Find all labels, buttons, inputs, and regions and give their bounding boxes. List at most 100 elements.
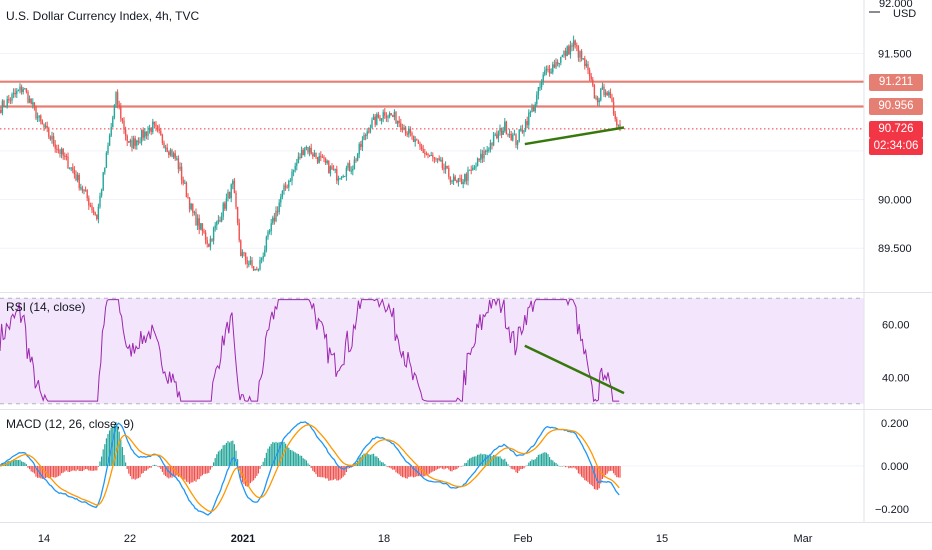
macd-histogram-bar	[531, 459, 533, 466]
macd-histogram-bar	[273, 442, 275, 466]
macd-histogram-bar	[198, 466, 200, 480]
candle-body	[462, 182, 464, 184]
macd-histogram-bar	[85, 466, 87, 469]
candle-body	[92, 210, 95, 213]
candle-body	[272, 217, 274, 224]
candle-body	[259, 259, 261, 270]
candle-body	[393, 112, 396, 118]
macd-histogram-bar	[201, 466, 203, 476]
macd-histogram-bar	[374, 456, 376, 466]
candle-body	[190, 203, 192, 210]
x-tick: Feb	[514, 533, 533, 545]
macd-histogram-bar	[400, 466, 402, 477]
candle-body	[560, 56, 562, 64]
macd-histogram-bar	[617, 466, 619, 478]
macd-histogram-bar	[86, 466, 88, 470]
candle-body	[489, 143, 492, 150]
macd-histogram-bar	[619, 466, 621, 478]
macd-histogram-bar	[32, 466, 34, 473]
candle-body	[84, 190, 87, 192]
candle-body	[14, 92, 16, 95]
macd-histogram-bar	[262, 461, 264, 466]
macd-histogram-bar	[182, 466, 184, 480]
candle-body	[59, 150, 61, 155]
candle-body	[377, 114, 380, 118]
macd-histogram-bar	[377, 458, 379, 466]
macd-histogram-bar	[75, 466, 77, 472]
candle-body	[19, 86, 21, 91]
macd-histogram-bar	[195, 466, 197, 482]
macd-histogram-bar	[224, 444, 226, 466]
candle-body	[472, 167, 474, 171]
macd-histogram-bar	[54, 466, 56, 478]
macd-histogram-bar	[505, 461, 507, 466]
macd-histogram-bar	[456, 466, 458, 470]
macd-histogram-bar	[432, 466, 434, 472]
candle-body	[158, 128, 160, 131]
candle-body	[112, 117, 114, 128]
candle-body	[145, 131, 148, 136]
candle-body	[612, 101, 615, 114]
macd-histogram-bar	[254, 466, 256, 479]
candle-body	[388, 113, 391, 117]
candle-body	[481, 153, 484, 159]
candle-body	[137, 140, 140, 143]
macd-histogram-bar	[473, 456, 475, 466]
macd-histogram-bar	[318, 466, 320, 477]
candle-body	[433, 157, 436, 159]
candle-body	[236, 206, 239, 223]
candle-body	[310, 147, 312, 155]
macd-histogram-bar	[526, 465, 528, 466]
macd-histogram-bar	[237, 459, 239, 466]
macd-histogram-bar	[393, 466, 395, 470]
candle-body	[332, 169, 335, 171]
candle-body	[446, 165, 448, 168]
candle-body	[56, 148, 58, 150]
candle-body	[432, 155, 434, 158]
macd-histogram-bar	[99, 461, 101, 466]
macd-histogram-bar	[443, 466, 445, 470]
candle-body	[502, 130, 504, 135]
macd-histogram-bar	[569, 466, 571, 468]
candle-body	[94, 212, 96, 215]
candle-body	[468, 169, 471, 171]
macd-histogram-bar	[171, 466, 173, 478]
candle-body	[419, 143, 421, 147]
x-tick: Mar	[794, 533, 813, 545]
candle-body	[512, 134, 514, 141]
candle-body	[361, 140, 364, 147]
candle-body	[504, 121, 506, 131]
candle-body	[587, 63, 589, 71]
macd-histogram-bar	[371, 454, 373, 466]
macd-histogram-bar	[177, 466, 179, 477]
candle-body	[57, 149, 60, 151]
candle-body	[33, 102, 36, 107]
macd-histogram-bar	[128, 466, 130, 474]
macd-histogram-bar	[51, 466, 53, 478]
candle-body	[108, 135, 111, 146]
macd-histogram-bar	[77, 466, 79, 470]
macd-histogram-bar	[253, 466, 255, 481]
candle-body	[417, 140, 420, 144]
candle-body	[152, 121, 154, 133]
candle-body	[451, 180, 453, 183]
macd-histogram-bar	[440, 466, 442, 468]
candle-body	[574, 40, 576, 45]
macd-histogram-bar	[301, 455, 303, 466]
macd-histogram-bar	[1, 463, 3, 466]
macd-histogram-bar	[13, 459, 15, 466]
candle-body	[163, 142, 165, 149]
macd-histogram-bar	[17, 460, 19, 466]
macd-histogram-bar	[565, 466, 567, 468]
level-tag-91211: 91.211	[869, 74, 923, 91]
macd-histogram-bar	[528, 462, 530, 466]
candle-body	[491, 143, 493, 146]
candle-body	[440, 159, 442, 161]
price-legend: U.S. Dollar Currency Index, 4h, TVC	[6, 9, 200, 23]
candle-body	[372, 116, 375, 121]
candle-body	[155, 124, 157, 127]
macd-histogram-bar	[424, 466, 426, 477]
macd-histogram-bar	[446, 466, 448, 469]
candle-body	[238, 222, 240, 241]
candle-body	[193, 212, 196, 214]
